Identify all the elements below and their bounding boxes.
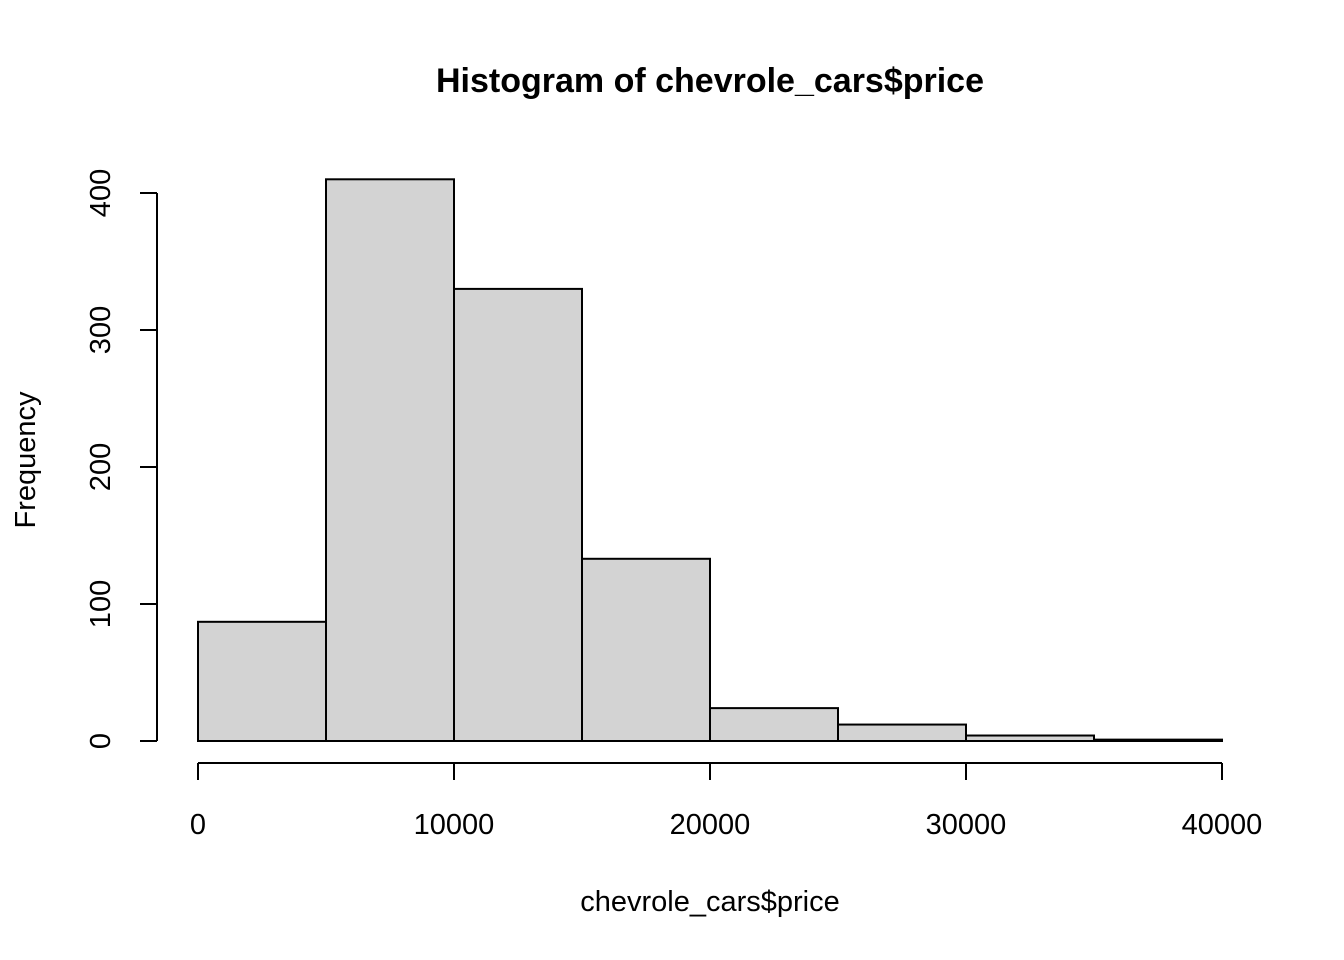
y-tick-label: 300: [85, 306, 117, 354]
x-tick-label: 40000: [1182, 809, 1263, 841]
histogram-bar: [837, 723, 967, 742]
x-axis: 0 10000 20000 30000 40000: [190, 762, 1263, 841]
x-tick-label: 0: [190, 809, 206, 841]
x-tick-label: 20000: [670, 809, 751, 841]
histogram-bar: [709, 707, 839, 742]
x-axis-label: chevrole_cars$price: [580, 886, 840, 918]
y-tick-label: 100: [85, 580, 117, 628]
y-tick-label: 0: [85, 733, 117, 749]
histogram-bar: [1093, 738, 1223, 743]
histogram-bar: [453, 287, 583, 742]
y-axis-label: Frequency: [10, 391, 42, 529]
bars: [197, 178, 1223, 743]
histogram-bar: [581, 557, 711, 742]
histogram-bar: [965, 734, 1095, 743]
y-axis: 0 100 200 300 400: [85, 169, 158, 749]
chart-title: Histogram of chevrole_cars$price: [436, 62, 984, 100]
y-tick-label: 200: [85, 443, 117, 491]
x-tick-label: 10000: [414, 809, 495, 841]
histogram-bar: [197, 620, 327, 742]
x-tick-label: 30000: [926, 809, 1007, 841]
histogram-bar: [325, 178, 455, 743]
y-tick-label: 400: [85, 169, 117, 217]
